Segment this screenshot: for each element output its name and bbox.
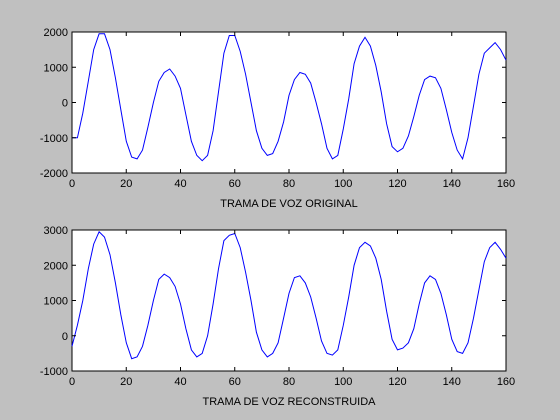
y-tick-label: -1000: [40, 133, 68, 145]
y-tick-label: 0: [62, 331, 68, 343]
x-tick-label: 0: [69, 178, 75, 190]
plot-area: [71, 229, 507, 372]
plot-area: [71, 31, 507, 174]
series-line: [72, 33, 507, 162]
x-tick-label: 160: [497, 376, 515, 388]
x-tick-label: 100: [334, 178, 352, 190]
x-tick-label: 0: [69, 376, 75, 388]
x-tick-label: 80: [283, 178, 295, 190]
y-tick-label: 0: [62, 98, 68, 110]
x-tick-label: 80: [283, 376, 295, 388]
series-line: [71, 230, 507, 360]
series-group: [71, 230, 507, 360]
axes-reconstructed: 0 20 40 60 80 100 120 140 160-10000100020003000 …: [40, 225, 515, 408]
y-tick-label: -2000: [40, 168, 68, 180]
x-tick-label: 20: [120, 178, 132, 190]
series-group: [72, 33, 507, 162]
x-tick-label: 40: [174, 178, 186, 190]
x-axis-label: TRAMA DE VOZ RECONSTRUIDA: [203, 396, 377, 408]
ticks-group: 0 20 40 60 80 100 120 140 160 -2000 -1000 0 1000 2000: [40, 27, 515, 190]
y-tick-label: 3000: [44, 225, 68, 237]
y-tick-label: 2000: [44, 27, 68, 39]
x-tick-label: 60: [229, 376, 241, 388]
y-tick-label: 1000: [44, 296, 68, 308]
y-tick-label: 1000: [44, 62, 68, 74]
x-tick-label: 120: [388, 178, 406, 190]
x-tick-label: 140: [443, 178, 461, 190]
x-axis-label: TRAMA DE VOZ ORIGINAL: [220, 198, 358, 210]
x-tick-label: 140: [443, 376, 461, 388]
x-tick-label: 160: [497, 178, 515, 190]
y-tick-label: -1000: [40, 366, 68, 378]
y-tick-label: 2000: [44, 260, 68, 272]
x-tick-label: 100: [334, 376, 352, 388]
x-tick-label: 120: [388, 376, 406, 388]
axes-original: 0 20 40 60 80 100 120 140 160 -2000 -1000 0 1000 2000…: [40, 27, 515, 210]
x-tick-label: 40: [174, 376, 186, 388]
x-tick-label: 20: [120, 376, 132, 388]
x-tick-label: 60: [229, 178, 241, 190]
